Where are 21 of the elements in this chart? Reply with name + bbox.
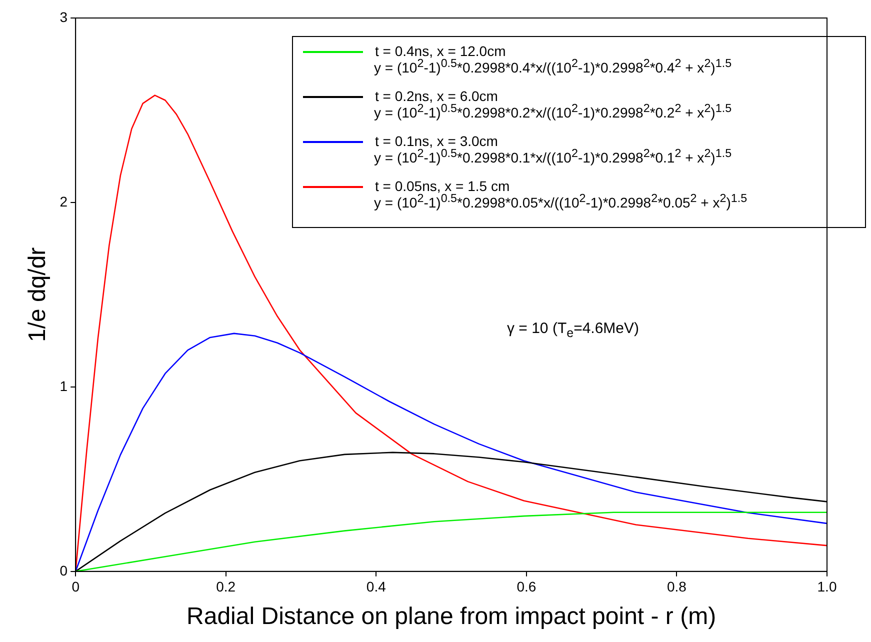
x-tick-label: 0.4 <box>366 578 386 595</box>
legend-label: t = 0.4ns, x = 12.0cm <box>375 43 506 59</box>
text: y = (10$^{2}$-1)$^{0.5}$*0.2998*0.05*x/((10$^{2}$-1)*0.2998$^{2}$*0.05$^{2}$ + x$^{2}$)$^{1.5}$ <box>374 192 748 211</box>
annotation: γ = 10 (T$_{e}$=4.6MeV) <box>507 320 640 340</box>
text: y = (10$^{2}$-1)$^{0.5}$*0.2998*0.4*x/((10$^{2}$-1)*0.2998$^{2}$*0.4$^{2}$ + x$^{2}$)$^{1.5}$ <box>374 57 732 76</box>
legend-label: t = 0.05ns, x = 1.5 cm <box>375 178 510 194</box>
text: y = (10$^{2}$-1)$^{0.5}$*0.2998*0.2*x/((10$^{2}$-1)*0.2998$^{2}$*0.2$^{2}$ + x$^{2}$)$^{1.5}$ <box>374 102 732 121</box>
legend-label: t = 0.1ns, x = 3.0cm <box>375 133 498 149</box>
x-tick-label: 1.0 <box>817 578 837 595</box>
x-tick-label: 0.6 <box>516 578 536 595</box>
y-tick-label: 3 <box>60 8 68 25</box>
y-tick-label: 1 <box>60 378 68 394</box>
x-tick-label: 0.8 <box>666 578 687 595</box>
y-axis-title: 1/e dq/dr <box>24 247 52 342</box>
y-tick-label: 2 <box>60 193 68 210</box>
x-tick-label: 0 <box>72 578 80 595</box>
text: y = (10$^{2}$-1)$^{0.5}$*0.2998*0.1*x/((10$^{2}$-1)*0.2998$^{2}$*0.1$^{2}$ + x$^{2}$)$^{1.5}$ <box>374 147 732 166</box>
legend-label: t = 0.2ns, x = 6.0cm <box>375 88 498 104</box>
x-tick-label: 0.2 <box>216 578 236 595</box>
x-axis-title: Radial Distance on plane from impact point - r (m) <box>186 603 716 630</box>
y-tick-label: 0 <box>60 562 68 578</box>
